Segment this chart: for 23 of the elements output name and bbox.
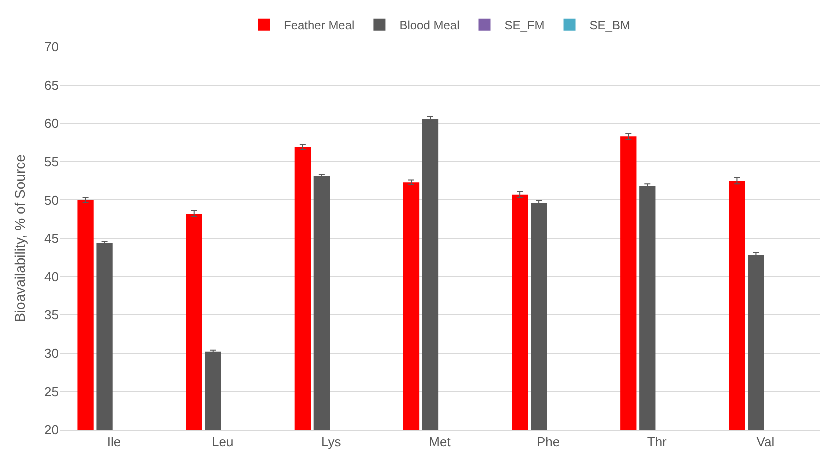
- y-tick-label: 50: [44, 192, 59, 208]
- y-tick-label: 55: [44, 154, 59, 170]
- legend-label: SE_BM: [590, 18, 630, 33]
- legend-label: Blood Meal: [400, 18, 460, 33]
- y-tick-label: 45: [44, 231, 59, 246]
- legend-label: SE_FM: [504, 18, 545, 33]
- x-tick-label: Thr: [647, 434, 668, 450]
- y-tick-label: 70: [44, 40, 59, 55]
- y-tick-label: 20: [44, 422, 59, 438]
- x-tick-label: Leu: [212, 434, 234, 450]
- y-tick-label: 30: [44, 346, 59, 361]
- y-tick-label: 60: [44, 116, 59, 132]
- x-tick-label: Val: [756, 434, 775, 450]
- y-tick-label: 40: [44, 269, 59, 284]
- x-tick-label: Phe: [537, 434, 560, 450]
- y-tick-label: 35: [44, 308, 59, 323]
- y-axis-title: Bioavailability, % of Source: [12, 154, 28, 322]
- y-tick-label: 25: [44, 384, 59, 400]
- legend-label: Feather Meal: [284, 18, 355, 33]
- y-tick-label: 65: [44, 78, 59, 93]
- x-tick-label: Ile: [107, 434, 122, 450]
- x-tick-label: Lys: [322, 434, 342, 450]
- x-tick-label: Met: [429, 434, 452, 450]
